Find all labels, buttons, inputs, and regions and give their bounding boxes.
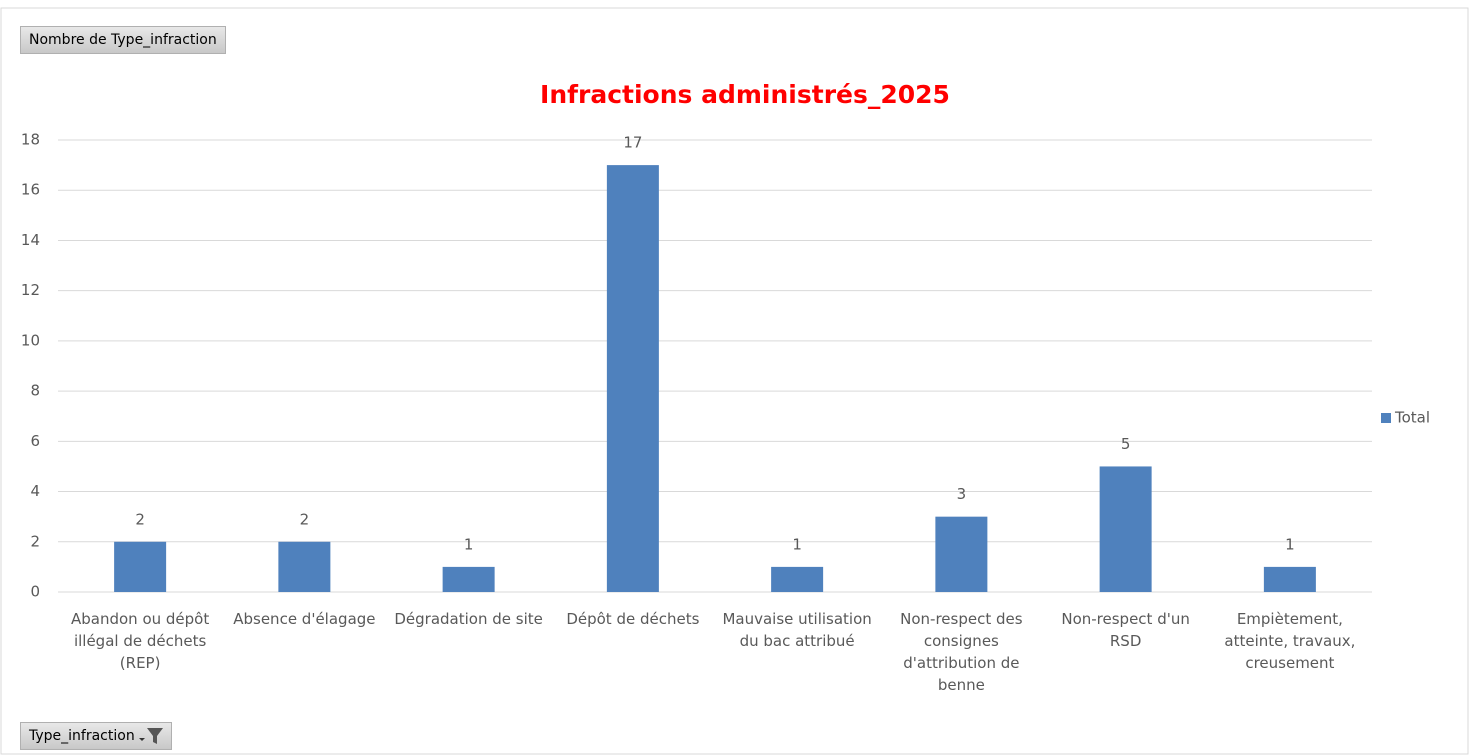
y-tick-label: 10 xyxy=(21,331,40,349)
x-tick-label: Dépôt de déchets xyxy=(566,610,700,628)
x-tick-label: Non-respect d'un RSD xyxy=(1061,610,1190,650)
data-label: 5 xyxy=(1121,435,1131,453)
y-tick-label: 2 xyxy=(30,532,40,550)
data-label: 17 xyxy=(623,134,642,152)
data-label: 1 xyxy=(464,535,474,553)
data-label: 1 xyxy=(1285,535,1295,553)
bar xyxy=(771,566,824,592)
axis-field-button[interactable]: Type_infraction xyxy=(20,722,172,750)
data-label: 3 xyxy=(957,485,967,503)
bar xyxy=(935,516,988,592)
axis-field-label: Type_infraction xyxy=(29,728,135,744)
x-tick-label: Empiètement, atteinte, travaux, creuseme… xyxy=(1224,610,1356,672)
x-tick-label: Mauvaise utilisation du bac attribué xyxy=(722,610,872,650)
chart-border xyxy=(0,7,1469,755)
data-label: 1 xyxy=(792,535,802,553)
x-tick-label: Abandon ou dépôt illégal de déchets (REP… xyxy=(71,610,210,672)
bar xyxy=(114,541,167,592)
bar xyxy=(442,566,495,592)
legend-swatch xyxy=(1381,413,1391,423)
legend-label: Total xyxy=(1394,409,1430,427)
x-tick-label: Dégradation de site xyxy=(394,610,543,628)
x-tick-label: Absence d'élagage xyxy=(233,610,376,628)
filter-icon[interactable] xyxy=(137,726,165,746)
value-field-button[interactable]: Nombre de Type_infraction xyxy=(20,26,226,54)
chart-title: Infractions administrés_2025 xyxy=(540,80,950,109)
y-tick-label: 14 xyxy=(21,231,40,249)
y-tick-label: 18 xyxy=(21,131,40,149)
bar xyxy=(278,541,331,592)
y-tick-label: 8 xyxy=(30,382,40,400)
y-tick-label: 4 xyxy=(30,482,40,500)
data-label: 2 xyxy=(135,510,145,528)
bar xyxy=(606,165,659,592)
data-label: 2 xyxy=(300,510,310,528)
y-tick-label: 16 xyxy=(21,181,40,199)
y-tick-label: 6 xyxy=(30,432,40,450)
x-tick-label: Non-respect des consignes d'attribution … xyxy=(900,610,1023,694)
y-tick-label: 12 xyxy=(21,281,40,299)
bar xyxy=(1099,466,1152,592)
bar xyxy=(1263,566,1316,592)
y-tick-label: 0 xyxy=(30,583,40,601)
